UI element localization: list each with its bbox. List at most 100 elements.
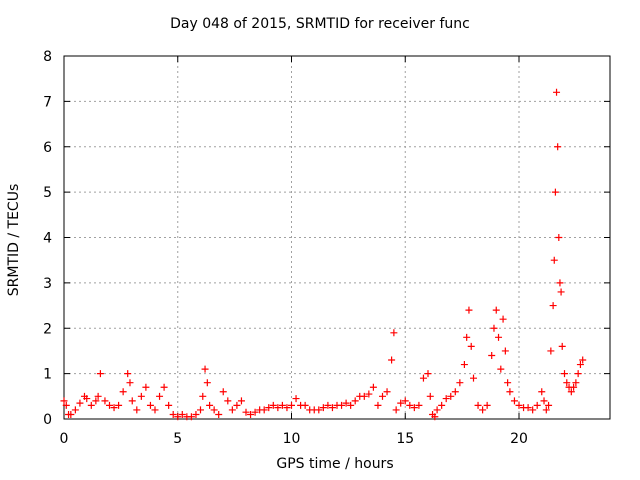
y-tick-label: 8 [43,49,52,65]
data-point [533,401,541,409]
data-point [269,401,277,409]
data-point [142,383,150,391]
data-point [292,395,300,403]
data-point [379,392,386,400]
data-point [470,374,477,382]
data-points [60,88,587,421]
data-point [92,397,100,405]
y-tick-label: 0 [43,412,52,428]
data-point [501,347,509,355]
data-point [474,401,482,409]
data-point [160,383,168,391]
data-point [465,306,473,314]
data-point [488,351,496,359]
data-point [96,370,104,378]
data-point [219,388,227,396]
data-point [497,365,505,373]
data-point [570,383,578,391]
data-point [415,401,423,409]
y-tick-label: 5 [43,185,52,201]
data-point [463,333,471,341]
data-point [215,410,223,418]
data-point [228,406,236,414]
data-point [424,370,432,378]
data-point [515,401,523,409]
data-point [556,279,564,287]
data-point [572,379,580,387]
data-point [124,370,132,378]
data-point [563,379,571,387]
data-point [555,234,563,241]
data-point [76,399,84,407]
data-point [479,406,487,414]
data-point [137,392,145,400]
data-point [110,404,118,412]
y-tick-label: 1 [43,367,52,383]
data-point [242,408,250,416]
x-axis-label: GPS time / hours [276,456,394,472]
data-point [547,347,555,355]
data-point [365,390,373,398]
data-point [224,397,232,405]
data-point [278,401,286,409]
data-point [360,392,368,400]
data-point [338,401,346,409]
data-point [524,404,532,412]
data-point [574,370,582,378]
data-point [247,410,255,418]
data-point [165,401,173,409]
data-point [549,302,557,310]
data-point [451,388,459,396]
y-tick-label: 4 [43,231,52,247]
data-point [506,388,514,396]
data-point [126,379,134,387]
data-point [579,356,587,364]
x-tick-label: 5 [173,431,182,447]
data-point [406,401,414,409]
data-point [419,374,427,382]
data-point [342,399,350,407]
data-point [115,401,123,409]
data-point [542,406,550,414]
data-point [265,404,273,412]
data-point [174,413,182,421]
data-point [233,401,241,409]
data-point [101,397,109,405]
data-point [550,256,558,264]
data-point [529,406,537,414]
data-point [447,392,455,400]
data-point [383,388,391,396]
data-point [460,361,468,369]
data-point [67,410,75,418]
data-point [438,401,446,409]
data-point [94,392,102,400]
data-point [192,410,200,418]
data-point [558,342,566,350]
data-point [388,356,396,364]
data-point [490,324,498,332]
data-point [133,406,141,414]
data-point [483,401,491,409]
data-point [510,397,518,405]
data-point [561,370,568,378]
data-point [283,404,291,412]
data-point [146,401,154,409]
data-point [540,397,548,405]
data-point [83,395,91,403]
data-point [557,288,565,296]
x-tick-label: 10 [283,431,301,447]
data-point [128,397,136,405]
data-point [499,315,507,323]
data-point [328,404,336,412]
data-point [288,401,295,409]
y-tick-label: 3 [43,276,52,292]
data-point [410,404,418,412]
data-point [187,413,195,421]
y-tick-label: 7 [43,94,52,110]
data-point [426,392,434,400]
data-point [71,406,79,414]
data-point [201,365,209,373]
y-tick-label: 6 [43,140,52,156]
data-point [315,406,323,414]
data-point [456,379,464,387]
